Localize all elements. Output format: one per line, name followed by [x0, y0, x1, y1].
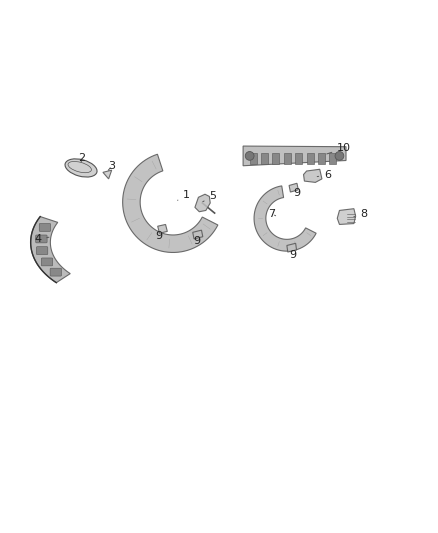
Text: 9: 9 — [155, 231, 162, 241]
FancyBboxPatch shape — [36, 235, 47, 243]
Polygon shape — [31, 216, 70, 282]
Bar — [284, 152, 291, 164]
Text: 8: 8 — [354, 209, 367, 219]
Text: 9: 9 — [194, 236, 201, 246]
Polygon shape — [243, 146, 346, 166]
Polygon shape — [103, 170, 112, 179]
Text: 6: 6 — [317, 169, 331, 180]
Circle shape — [335, 151, 344, 160]
Polygon shape — [289, 183, 298, 192]
Text: 9: 9 — [289, 249, 296, 260]
Text: 3: 3 — [108, 161, 116, 171]
FancyBboxPatch shape — [36, 247, 48, 255]
Ellipse shape — [65, 159, 97, 177]
Polygon shape — [254, 186, 316, 251]
FancyBboxPatch shape — [41, 258, 53, 266]
Polygon shape — [193, 230, 203, 239]
Polygon shape — [158, 224, 167, 233]
Text: 10: 10 — [327, 143, 351, 154]
FancyBboxPatch shape — [39, 223, 51, 231]
Text: 2: 2 — [78, 153, 85, 163]
Text: 1: 1 — [177, 190, 190, 200]
Bar — [307, 152, 314, 164]
Bar — [261, 152, 268, 164]
Circle shape — [245, 151, 254, 160]
Bar — [329, 152, 336, 164]
Bar — [318, 152, 325, 164]
Text: 5: 5 — [203, 191, 216, 201]
Polygon shape — [123, 154, 218, 253]
Text: 4: 4 — [34, 235, 49, 244]
Polygon shape — [304, 169, 322, 182]
FancyBboxPatch shape — [50, 268, 61, 276]
Bar — [272, 152, 279, 164]
Polygon shape — [287, 243, 297, 252]
Polygon shape — [337, 209, 356, 224]
Text: 9: 9 — [293, 188, 300, 198]
Text: 7: 7 — [268, 209, 276, 219]
Bar — [250, 152, 257, 164]
Polygon shape — [195, 194, 210, 212]
Bar — [295, 152, 302, 164]
